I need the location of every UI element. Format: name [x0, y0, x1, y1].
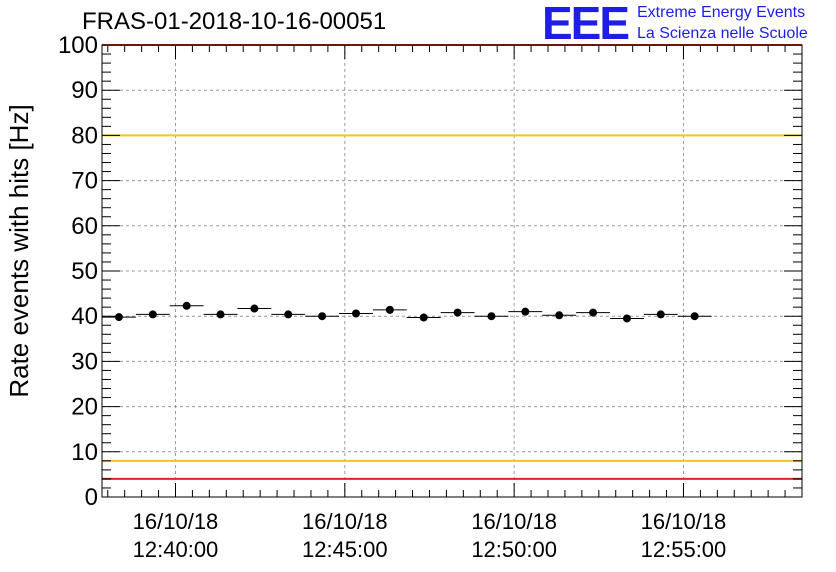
x-tick-label-time: 12:55:00	[641, 537, 727, 562]
data-point	[622, 314, 631, 323]
axis-ticks	[102, 44, 802, 498]
data-point	[656, 310, 665, 319]
y-tick-label: 60	[71, 213, 98, 240]
x-tick-labels: 16/10/18 12:40:00 16/10/18 12:45:00 16/10/18…	[133, 509, 727, 562]
y-tick-label: 0	[85, 484, 98, 511]
data-point	[318, 312, 327, 321]
x-tick-label-date: 16/10/18	[641, 509, 727, 534]
x-tick-label-date: 16/10/18	[471, 509, 557, 534]
y-tick-label: 10	[71, 439, 98, 466]
logo-subtitle-1: Extreme Energy Events	[637, 4, 806, 21]
grid-lines	[102, 45, 802, 497]
logo-subtitle-2: La Scienza nelle Scuole	[637, 25, 808, 42]
x-tick-label-time: 12:45:00	[302, 537, 388, 562]
reference-lines	[102, 44, 802, 480]
y-tick-label: 100	[58, 32, 98, 59]
data-points	[102, 301, 712, 323]
eee-logo: EEE	[542, 0, 630, 49]
y-axis-label: Rate events with hits [Hz]	[4, 104, 34, 397]
data-point	[216, 310, 225, 319]
y-tick-label: 20	[71, 394, 98, 421]
y-tick-label: 80	[71, 122, 98, 149]
y-tick-label: 50	[71, 258, 98, 285]
data-point	[114, 313, 123, 322]
data-point	[690, 312, 699, 321]
y-tick-label: 70	[71, 168, 98, 195]
data-point	[555, 311, 564, 320]
data-point	[589, 308, 598, 317]
data-point	[182, 301, 191, 310]
data-point	[148, 310, 157, 319]
data-point	[284, 310, 293, 319]
y-tick-labels: 0 10 20 30 40 50 60 70 80 90 100	[58, 32, 98, 511]
data-point	[385, 305, 394, 314]
y-tick-label: 40	[71, 303, 98, 330]
data-point	[453, 308, 462, 317]
chart-title: FRAS-01-2018-10-16-00051	[82, 8, 387, 35]
data-point	[521, 307, 530, 316]
x-tick-label-time: 12:50:00	[471, 537, 557, 562]
data-point	[419, 313, 428, 322]
x-tick-label-date: 16/10/18	[302, 509, 388, 534]
y-tick-label: 90	[71, 77, 98, 104]
data-point	[351, 309, 360, 318]
y-tick-label: 30	[71, 348, 98, 375]
x-tick-label-date: 16/10/18	[133, 509, 219, 534]
data-point	[487, 312, 496, 321]
data-point	[250, 304, 259, 313]
plot-frame	[101, 44, 803, 498]
x-tick-label-time: 12:40:00	[133, 537, 219, 562]
